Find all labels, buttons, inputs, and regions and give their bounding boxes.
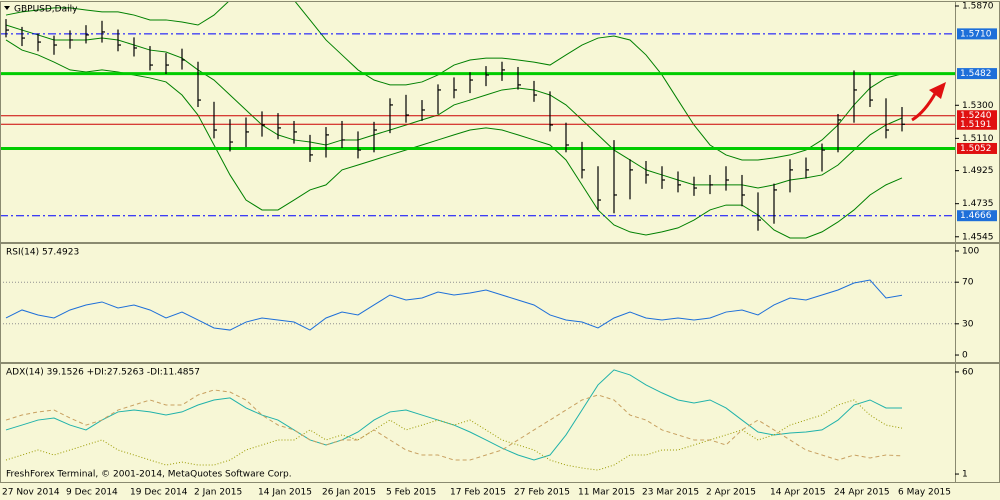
- y-tick-label: 1.5870: [962, 2, 994, 12]
- level-label: 1.5710: [960, 29, 992, 39]
- level-label-box: [957, 68, 997, 80]
- arrow-head: [929, 82, 946, 99]
- footer: FreshForex Terminal, © 2001-2014, MetaQu…: [6, 470, 292, 480]
- x-tick-label: 14 Apr 2015: [770, 488, 826, 498]
- indicator-line: [5, 279, 903, 331]
- x-tick-label: 5 Feb 2015: [386, 488, 436, 498]
- bollinger-middle: [5, 24, 903, 189]
- y-tick-label: 70: [962, 278, 974, 288]
- y-tick-label: 1.5110: [962, 134, 994, 144]
- adx-plot: [5, 369, 903, 471]
- x-tick-label: 23 Mar 2015: [642, 488, 699, 498]
- x-tick-label: 2 Jan 2015: [194, 488, 242, 498]
- level-label-box: [957, 210, 997, 222]
- level-label: 1.4666: [960, 211, 992, 221]
- y-tick-label: 1: [962, 470, 968, 480]
- level-label-box: [957, 110, 997, 122]
- x-tick-label: 24 Apr 2015: [834, 488, 890, 498]
- arrow-shaft: [911, 91, 938, 122]
- bollinger-upper: [5, 2, 903, 161]
- x-tick-label: 26 Jan 2015: [322, 488, 376, 498]
- indicator-line: [5, 399, 903, 471]
- adx-title: ADX(14) 39.1526 +DI:27.5263 -DI:11.4857: [6, 368, 200, 378]
- y-tick-label: 1.5300: [962, 101, 994, 111]
- x-tick-label: 2 Apr 2015: [706, 488, 756, 498]
- x-tick-label: 11 Mar 2015: [578, 488, 635, 498]
- x-tick-label: 17 Feb 2015: [450, 488, 506, 498]
- trend-arrow: [911, 82, 946, 122]
- y-tick-label: 1.4545: [962, 232, 994, 242]
- y-tick-label: 60: [962, 367, 974, 377]
- y-tick-label: 1.4735: [962, 199, 994, 209]
- y-tick-label: 30: [962, 319, 974, 329]
- x-tick-label: 9 Dec 2014: [66, 488, 118, 498]
- level-label-box: [957, 118, 997, 130]
- main-plot: [1, 2, 955, 239]
- symbol-menu-icon: [4, 6, 10, 10]
- x-tick-label: 19 Dec 2014: [130, 488, 188, 498]
- bollinger-lower: [5, 39, 903, 239]
- rsi-plot: [1, 279, 955, 331]
- y-tick-label: 1.4925: [962, 166, 994, 176]
- x-tick-label: 27 Nov 2014: [2, 488, 60, 498]
- level-label: 1.5240: [960, 111, 992, 121]
- indicator-line: [5, 369, 903, 461]
- level-label: 1.5482: [960, 69, 992, 79]
- x-tick-label: 27 Feb 2015: [514, 488, 570, 498]
- x-tick-label: 6 May 2015: [898, 488, 951, 498]
- y-tick-label: 100: [962, 246, 979, 256]
- x-tick-label: 14 Jan 2015: [258, 488, 312, 498]
- level-label-box: [957, 28, 997, 40]
- level-label: 1.5191: [960, 120, 992, 130]
- y-tick-label: 0: [962, 351, 968, 361]
- chart-title: GBPUSD,Daily: [14, 5, 78, 15]
- level-label-box: [957, 142, 997, 154]
- level-label: 1.5052: [960, 144, 992, 154]
- rsi-title: RSI(14) 57.4923: [6, 248, 79, 258]
